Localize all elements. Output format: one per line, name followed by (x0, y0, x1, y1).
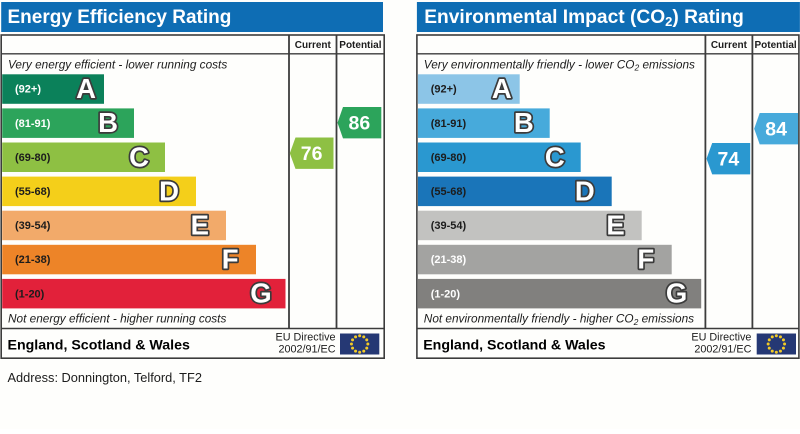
svg-text:A: A (76, 73, 96, 104)
svg-text:(92+): (92+) (15, 84, 41, 96)
svg-text:(55-68): (55-68) (431, 186, 467, 198)
svg-text:(69-80): (69-80) (15, 152, 51, 164)
svg-text:B: B (98, 107, 118, 138)
svg-text:D: D (575, 175, 595, 206)
svg-text:EU Directive: EU Directive (691, 332, 751, 344)
svg-text:C: C (129, 141, 149, 172)
svg-text:86: 86 (349, 113, 371, 135)
svg-text:E: E (191, 210, 209, 241)
svg-text:2002/91/EC: 2002/91/EC (694, 344, 751, 356)
svg-text:Current: Current (711, 40, 748, 51)
svg-text:(1-20): (1-20) (15, 288, 45, 300)
svg-text:(55-68): (55-68) (15, 186, 51, 198)
svg-text:Energy Efficiency Rating: Energy Efficiency Rating (8, 7, 232, 28)
svg-text:A: A (492, 73, 512, 104)
svg-text:(1-20): (1-20) (431, 288, 461, 300)
svg-text:Potential: Potential (754, 40, 796, 51)
svg-text:74: 74 (718, 149, 740, 171)
svg-text:(92+): (92+) (431, 84, 457, 96)
svg-text:Not energy efficient - higher: Not energy efficient - higher running co… (8, 312, 226, 326)
svg-text:76: 76 (301, 143, 323, 165)
svg-text:England, Scotland & Wales: England, Scotland & Wales (8, 338, 190, 354)
svg-text:E: E (606, 210, 624, 241)
svg-text:(21-38): (21-38) (431, 254, 467, 266)
svg-text:B: B (514, 107, 534, 138)
svg-text:EU Directive: EU Directive (276, 332, 336, 344)
svg-text:Not environmentally friendly -: Not environmentally friendly - higher CO… (424, 312, 694, 327)
svg-text:C: C (545, 141, 565, 172)
svg-text:(69-80): (69-80) (431, 152, 467, 164)
svg-text:Very energy efficient - lower: Very energy efficient - lower running co… (8, 57, 227, 71)
svg-text:England, Scotland & Wales: England, Scotland & Wales (423, 338, 605, 354)
svg-text:84: 84 (765, 119, 787, 141)
svg-text:Potential: Potential (339, 40, 381, 51)
svg-text:(81-91): (81-91) (15, 118, 51, 130)
svg-text:Address: Donnington, Telford,: Address: Donnington, Telford, TF2 (8, 370, 202, 385)
svg-text:(39-54): (39-54) (15, 220, 51, 232)
svg-text:2002/91/EC: 2002/91/EC (278, 344, 335, 356)
svg-text:D: D (159, 175, 179, 206)
svg-text:G: G (666, 278, 687, 309)
svg-text:G: G (250, 278, 271, 309)
svg-text:Very environmentally friendly: Very environmentally friendly - lower CO… (424, 57, 695, 72)
svg-text:(39-54): (39-54) (431, 220, 467, 232)
svg-text:F: F (222, 244, 239, 275)
svg-text:(81-91): (81-91) (431, 118, 467, 130)
svg-text:F: F (637, 244, 654, 275)
svg-text:(21-38): (21-38) (15, 254, 51, 266)
svg-text:Current: Current (295, 40, 332, 51)
svg-text:Environmental Impact (CO2) Rat: Environmental Impact (CO2) Rating (424, 7, 744, 29)
